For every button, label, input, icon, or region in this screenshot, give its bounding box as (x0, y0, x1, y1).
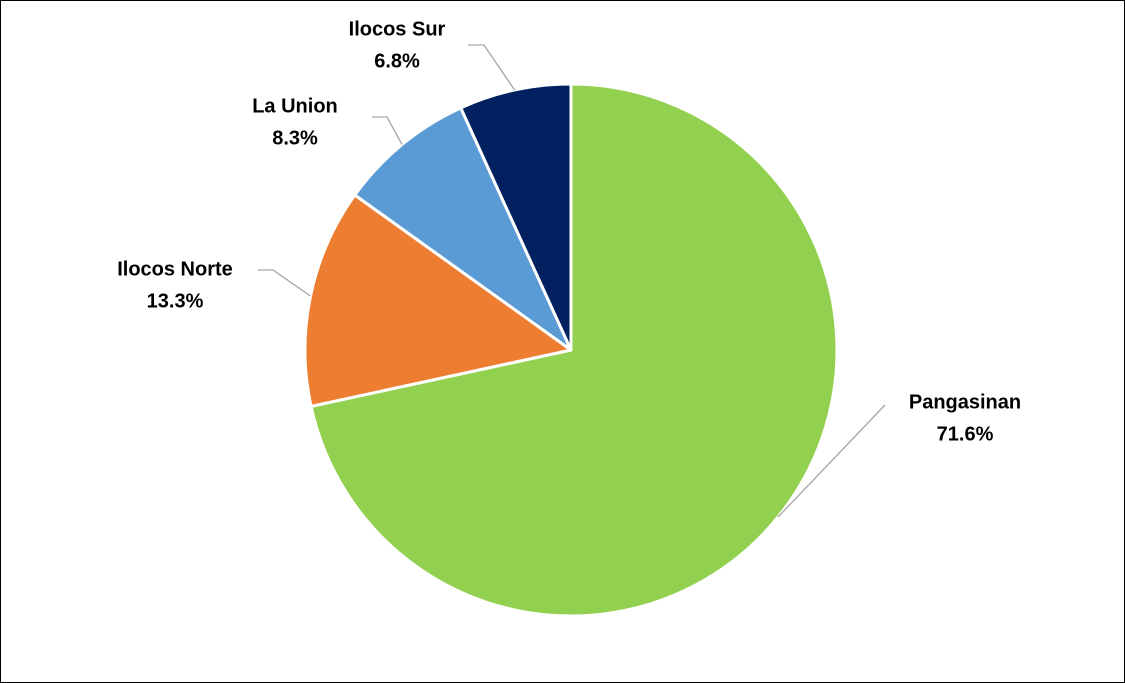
leader-line (258, 269, 311, 297)
leader-line (468, 44, 516, 91)
leader-line (777, 404, 886, 518)
slice-label-name: Ilocos Sur (349, 18, 446, 40)
pie-slice (459, 82, 573, 352)
slice-label-value: 8.3% (272, 127, 318, 149)
slice-label-value: 71.6% (937, 423, 994, 445)
slice-label-value: 13.3% (147, 290, 204, 312)
pie-slice (309, 82, 839, 618)
slice-label-name: Ilocos Norte (117, 258, 233, 280)
slice-label-value: 6.8% (374, 50, 420, 72)
slice-label-name: La Union (252, 95, 338, 117)
pie-slice (303, 193, 573, 408)
slice-label-name: Pangasinan (909, 391, 1021, 413)
pie-slice (353, 106, 573, 352)
leader-line (372, 116, 403, 145)
